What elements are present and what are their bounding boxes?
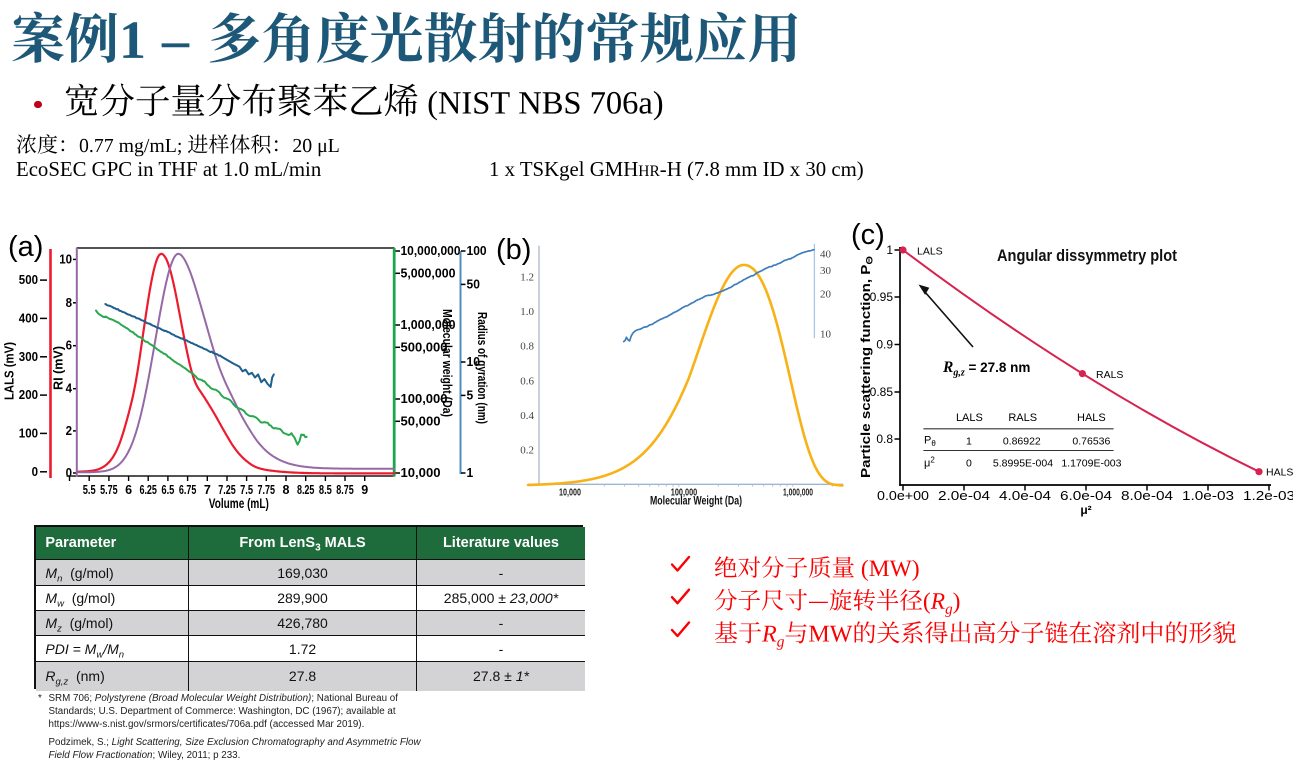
svg-text:1.0e-03: 1.0e-03 (1182, 488, 1234, 503)
svg-text:RALS: RALS (1008, 412, 1037, 424)
svg-text:0.76536: 0.76536 (1072, 436, 1110, 448)
svg-text:7.75: 7.75 (258, 483, 276, 497)
svg-text:0: 0 (966, 458, 972, 470)
svg-text:1: 1 (886, 243, 893, 257)
svg-text:5,000,000: 5,000,000 (401, 266, 456, 281)
svg-text:10,000: 10,000 (401, 465, 441, 480)
svg-text:Volume (mL): Volume (mL) (209, 496, 269, 511)
svg-text:0: 0 (32, 465, 38, 479)
svg-text:8.75: 8.75 (336, 483, 354, 497)
svg-text:500: 500 (19, 273, 38, 287)
svg-text:40: 40 (820, 249, 832, 261)
svg-text:0.95: 0.95 (870, 290, 894, 304)
svg-text:Angular dissymmetry plot: Angular dissymmetry plot (997, 246, 1177, 265)
svg-text:Pθ: Pθ (924, 435, 936, 449)
svg-text:Molecular weight (Da): Molecular weight (Da) (440, 309, 454, 417)
svg-text:0.2: 0.2 (520, 445, 534, 457)
svg-text:4: 4 (66, 382, 72, 396)
svg-text:6: 6 (125, 483, 132, 497)
svg-text:Rg,z = 27.8 nm: Rg,z = 27.8 nm (942, 359, 1030, 378)
svg-text:μ²: μ² (1080, 503, 1091, 517)
svg-text:6.5: 6.5 (161, 483, 174, 497)
svg-text:(b): (b) (496, 234, 531, 266)
svg-text:10,000,000: 10,000,000 (401, 243, 461, 258)
svg-text:8: 8 (66, 296, 72, 310)
svg-text:0.8: 0.8 (520, 341, 534, 353)
svg-text:8.0e-04: 8.0e-04 (1121, 488, 1173, 503)
svg-text:100,000: 100,000 (671, 487, 698, 499)
svg-text:1.2e-03: 1.2e-03 (1243, 488, 1293, 503)
svg-text:6.25: 6.25 (139, 483, 157, 497)
svg-text:5.8995E-004: 5.8995E-004 (993, 458, 1053, 470)
svg-text:1.0: 1.0 (520, 306, 534, 318)
svg-text:50: 50 (467, 277, 480, 292)
svg-text:5.5: 5.5 (83, 483, 96, 497)
svg-text:0.8: 0.8 (876, 432, 893, 446)
svg-text:μ2: μ2 (924, 456, 935, 470)
svg-text:7.5: 7.5 (240, 483, 253, 497)
svg-text:400: 400 (19, 311, 38, 325)
svg-text:8.5: 8.5 (319, 483, 332, 497)
svg-text:50,000: 50,000 (401, 414, 441, 429)
svg-text:10: 10 (59, 252, 72, 266)
svg-text:6.75: 6.75 (179, 483, 197, 497)
svg-text:1: 1 (966, 436, 972, 448)
svg-text:100: 100 (467, 243, 487, 258)
svg-text:10,000: 10,000 (559, 487, 581, 499)
svg-text:10: 10 (820, 329, 832, 341)
svg-text:Radius of gyration (nm): Radius of gyration (nm) (475, 312, 489, 424)
svg-text:7: 7 (204, 483, 211, 497)
svg-text:30: 30 (820, 265, 832, 277)
svg-text:HALS: HALS (1266, 467, 1293, 479)
svg-text:1: 1 (467, 465, 474, 480)
svg-text:500,000: 500,000 (401, 340, 448, 355)
svg-text:2.0e-04: 2.0e-04 (938, 488, 990, 503)
svg-text:7.25: 7.25 (218, 483, 236, 497)
svg-text:0.85: 0.85 (870, 385, 894, 399)
svg-text:0: 0 (66, 466, 72, 480)
svg-text:RALS: RALS (1096, 369, 1123, 381)
svg-text:1.1709E-003: 1.1709E-003 (1061, 458, 1121, 470)
svg-text:6.0e-04: 6.0e-04 (1060, 488, 1112, 503)
svg-text:1,000,000: 1,000,000 (783, 487, 813, 499)
svg-text:0.6: 0.6 (520, 375, 534, 387)
svg-text:4.0e-04: 4.0e-04 (999, 488, 1051, 503)
svg-text:6: 6 (66, 339, 72, 353)
svg-text:10: 10 (467, 354, 480, 369)
svg-text:5.75: 5.75 (100, 483, 118, 497)
svg-text:20: 20 (820, 289, 832, 301)
svg-text:8.25: 8.25 (297, 483, 315, 497)
svg-text:9: 9 (361, 483, 368, 497)
svg-text:5: 5 (467, 388, 474, 403)
svg-text:Molecular Weight (Da): Molecular Weight (Da) (650, 494, 742, 508)
svg-text:0.86922: 0.86922 (1003, 436, 1041, 448)
svg-text:LALS: LALS (956, 412, 983, 424)
svg-text:2: 2 (66, 424, 72, 438)
svg-text:8: 8 (283, 483, 290, 497)
svg-text:(a): (a) (8, 231, 43, 263)
svg-text:100: 100 (19, 426, 38, 440)
svg-text:HALS: HALS (1077, 412, 1106, 424)
svg-text:300: 300 (19, 350, 38, 364)
svg-text:RI (mV): RI (mV) (52, 346, 66, 390)
svg-text:Particle scattering function,: Particle scattering function, PΘ (858, 256, 876, 478)
svg-text:LALS: LALS (917, 246, 943, 258)
svg-text:1,000,000: 1,000,000 (401, 317, 456, 332)
svg-text:1.2: 1.2 (520, 272, 534, 284)
svg-text:200: 200 (19, 388, 38, 402)
svg-text:100,000: 100,000 (401, 391, 448, 406)
svg-text:0.9: 0.9 (876, 338, 893, 352)
svg-text:0.0e+00: 0.0e+00 (877, 488, 929, 503)
svg-text:(c): (c) (851, 219, 885, 251)
svg-text:0.4: 0.4 (520, 410, 534, 422)
svg-text:LALS (mV): LALS (mV) (3, 342, 17, 400)
